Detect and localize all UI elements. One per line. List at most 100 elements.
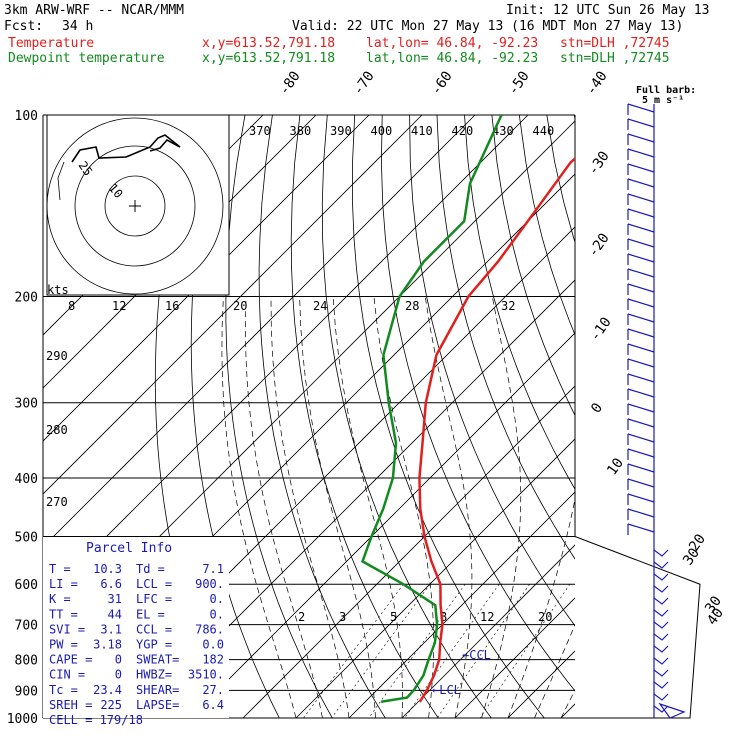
- dewpoint-xy: x,y=613.52,791.18: [202, 51, 336, 66]
- mixing-ratio-label: 32: [501, 299, 515, 313]
- isotherm-line: [614, 115, 740, 718]
- barb-note: 5 m s⁻¹: [642, 95, 684, 106]
- theta-e-label: 370: [249, 124, 271, 138]
- pressure-label: 600: [15, 578, 38, 593]
- parcel-value: 0.0: [202, 638, 224, 652]
- wind-barb: [653, 609, 669, 617]
- parcel-value: 44: [108, 607, 122, 621]
- dry-adiabat-line: [518, 115, 575, 336]
- isotherm-line: [136, 279, 575, 718]
- hodograph-trace: [71, 134, 181, 163]
- wind-barb: [627, 463, 655, 473]
- parcel-cell: CELL = 179/18: [49, 713, 143, 727]
- wind-barb: [627, 433, 655, 443]
- isotherm-label: -40: [583, 68, 611, 98]
- wind-barb: [653, 585, 669, 593]
- hodograph-ring: [46, 117, 224, 295]
- pressure-label: 200: [15, 291, 38, 306]
- wind-barb: [627, 343, 655, 353]
- init-time: Init: 12 UTC Sun 26 May 13: [506, 3, 710, 18]
- wind-barb: [627, 508, 655, 518]
- wind-barb: [627, 403, 655, 413]
- isotherm-label: 10: [604, 455, 627, 478]
- wind-barb: [627, 253, 655, 263]
- temperature-xy: x,y=613.52,791.18: [202, 36, 336, 51]
- parcel-value: 23.4: [93, 683, 122, 697]
- wind-barb: [627, 373, 655, 383]
- mixing-ratio-line: [404, 584, 500, 718]
- dry-adiabat-line: [436, 115, 575, 560]
- moist-adiabat-line: [332, 296, 403, 718]
- moist-adiabat-line: [245, 296, 323, 718]
- wind-barb: [653, 705, 669, 713]
- parcel-value: 786.: [195, 622, 224, 636]
- theta-label: 270: [46, 495, 68, 509]
- wind-barb: [627, 388, 655, 398]
- wind-barb: [627, 193, 655, 203]
- moist-adiabat-line: [534, 623, 575, 718]
- theta-e-label: 390: [330, 124, 352, 138]
- parcel-key: YGP =: [136, 638, 172, 652]
- parcel-value: 27.: [202, 683, 224, 697]
- parcel-key: SVI =: [49, 622, 85, 636]
- wind-barb: [653, 681, 669, 689]
- wind-barb: [653, 549, 669, 557]
- wind-barb: [627, 103, 655, 113]
- wind-barb: [658, 702, 686, 719]
- pressure-label: 100: [15, 109, 38, 124]
- pressure-label: 300: [15, 397, 38, 412]
- parcel-value: 7.1: [202, 562, 224, 576]
- parcel-value: 3.1: [100, 622, 122, 636]
- parcel-key: LCL =: [136, 577, 172, 591]
- isotherm-label: -20: [585, 230, 613, 260]
- pressure-label: 900: [15, 684, 38, 699]
- side-label: 40: [704, 605, 727, 628]
- wind-barb: [653, 573, 669, 581]
- theta-e-label: 400: [371, 124, 393, 138]
- parcel-key: K =: [49, 592, 71, 606]
- theta-e-label: 380: [290, 124, 312, 138]
- parcel-value: 900.: [195, 577, 224, 591]
- moist-adiabat-line: [221, 296, 297, 718]
- temperature-latlon: lat,lon= 46.84, -92.23: [366, 36, 539, 51]
- mixing-ratio-label: 2: [298, 610, 305, 624]
- temperature-legend: Temperature: [8, 36, 95, 51]
- wind-barb: [627, 283, 655, 293]
- isotherm-label: -50: [505, 68, 533, 98]
- parcel-key: HWBZ=: [136, 668, 172, 682]
- parcel-value: 225: [100, 698, 122, 712]
- isotherm-line: [507, 650, 575, 718]
- parcel-value: 0.: [210, 607, 224, 621]
- wind-barb: [653, 561, 669, 569]
- dry-adiabat-line: [602, 115, 740, 718]
- wind-barb: [627, 298, 655, 308]
- parcel-key: CIN =: [49, 668, 85, 682]
- parcel-value: 182: [202, 653, 224, 667]
- ccl-annotation: ←CCL: [462, 648, 491, 662]
- parcel-value: 31: [108, 592, 122, 606]
- isotherm-label: 20: [686, 531, 709, 554]
- dry-adiabat-line: [380, 115, 575, 692]
- wind-barb: [627, 238, 655, 248]
- dry-adiabat-line: [629, 115, 740, 718]
- pressure-label: 400: [15, 472, 38, 487]
- wind-barb: [627, 523, 655, 533]
- hodograph-units: kts: [47, 283, 69, 297]
- mixing-ratio-label: 8: [68, 299, 75, 313]
- isotherm-line: [295, 438, 575, 718]
- parcel-title: Parcel Info: [86, 541, 172, 556]
- theta-e-label: 420: [452, 124, 474, 138]
- hodograph-ring: [74, 145, 196, 267]
- wind-barb: [627, 448, 655, 458]
- parcel-key: CCL =: [136, 622, 172, 636]
- wind-barb: [627, 358, 655, 368]
- mixing-ratio-label: 5: [390, 610, 397, 624]
- parcel-key: SHEAR=: [136, 683, 179, 697]
- parcel-key: LFC =: [136, 592, 172, 606]
- pressure-label: 700: [15, 619, 38, 634]
- forecast-label: Fcst:: [4, 19, 44, 34]
- isotherm-label: 0: [588, 400, 606, 416]
- wind-barb: [653, 645, 669, 653]
- wind-barb: [653, 621, 669, 629]
